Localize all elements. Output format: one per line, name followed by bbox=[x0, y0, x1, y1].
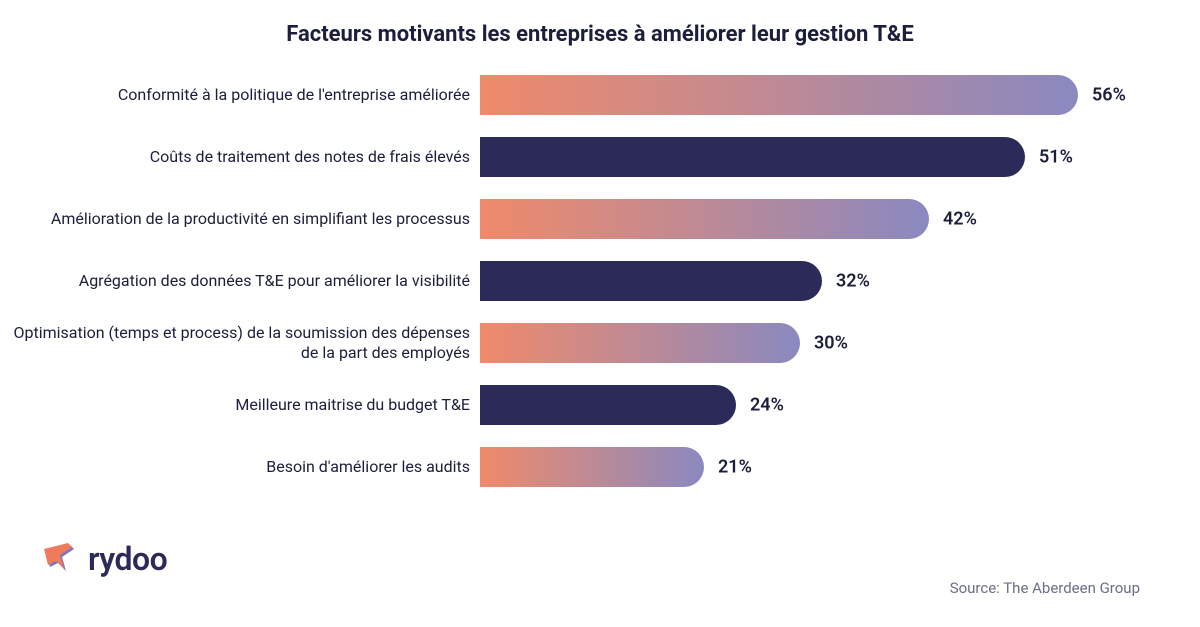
bar bbox=[480, 447, 704, 487]
bar bbox=[480, 385, 736, 425]
bar-value: 32% bbox=[836, 271, 870, 292]
chart-title: Facteurs motivants les entreprises à amé… bbox=[0, 0, 1200, 47]
bar-wrap: 56% bbox=[480, 75, 1078, 115]
bar-row: Coûts de traitement des notes de frais é… bbox=[0, 137, 1200, 177]
bar-wrap: 42% bbox=[480, 199, 929, 239]
bar-label: Amélioration de la productivité en simpl… bbox=[0, 209, 480, 229]
footer: rydoo Source: The Aberdeen Group bbox=[0, 517, 1200, 627]
rydoo-bird-icon bbox=[40, 537, 80, 581]
brand-logo: rydoo bbox=[40, 537, 167, 581]
bar-value: 42% bbox=[943, 209, 977, 230]
bar-value: 21% bbox=[718, 457, 752, 478]
bar-wrap: 51% bbox=[480, 137, 1025, 177]
bar-row: Agrégation des données T&E pour améliore… bbox=[0, 261, 1200, 301]
bar-label: Besoin d'améliorer les audits bbox=[0, 457, 480, 477]
bar-row: Conformité à la politique de l'entrepris… bbox=[0, 75, 1200, 115]
bar bbox=[480, 261, 822, 301]
bar bbox=[480, 199, 929, 239]
bar-label: Conformité à la politique de l'entrepris… bbox=[0, 85, 480, 105]
bar-label: Agrégation des données T&E pour améliore… bbox=[0, 271, 480, 291]
bar-row: Besoin d'améliorer les audits 21% bbox=[0, 447, 1200, 487]
bar-row: Meilleure maitrise du budget T&E 24% bbox=[0, 385, 1200, 425]
bar-label: Optimisation (temps et process) de la so… bbox=[0, 323, 480, 363]
bar-value: 51% bbox=[1039, 147, 1073, 168]
bar-chart: Conformité à la politique de l'entrepris… bbox=[0, 75, 1200, 487]
bar-label: Meilleure maitrise du budget T&E bbox=[0, 395, 480, 415]
source-text: Source: The Aberdeen Group bbox=[950, 579, 1140, 597]
bar-value: 24% bbox=[750, 395, 784, 416]
brand-name: rydoo bbox=[88, 540, 167, 578]
bar bbox=[480, 75, 1078, 115]
bar-wrap: 32% bbox=[480, 261, 822, 301]
bar bbox=[480, 323, 800, 363]
bar-wrap: 30% bbox=[480, 323, 800, 363]
bar-value: 56% bbox=[1092, 85, 1126, 106]
bar-wrap: 21% bbox=[480, 447, 704, 487]
bar-wrap: 24% bbox=[480, 385, 736, 425]
bar-value: 30% bbox=[814, 333, 848, 354]
bar bbox=[480, 137, 1025, 177]
bar-label: Coûts de traitement des notes de frais é… bbox=[0, 147, 480, 167]
bar-row: Amélioration de la productivité en simpl… bbox=[0, 199, 1200, 239]
bar-row: Optimisation (temps et process) de la so… bbox=[0, 323, 1200, 363]
